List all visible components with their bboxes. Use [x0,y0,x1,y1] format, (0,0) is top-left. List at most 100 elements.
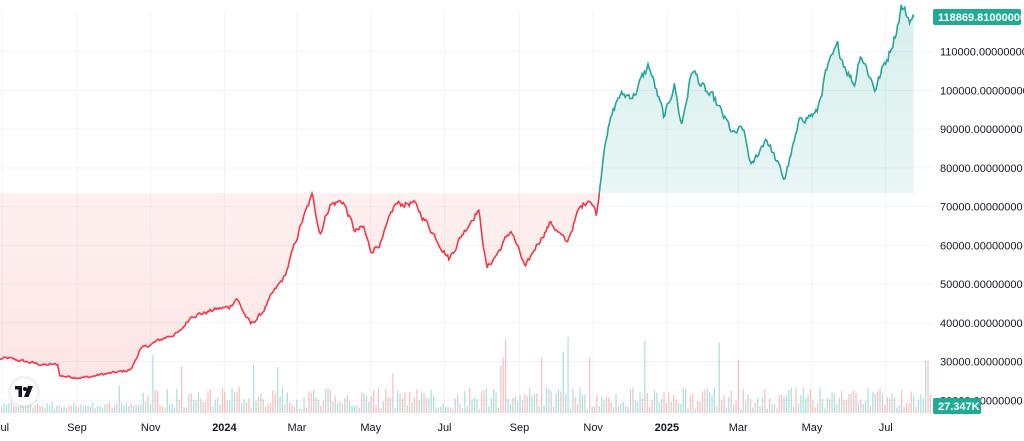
volume-bar [841,390,843,413]
volume-bar [39,406,41,413]
volume-bar [411,402,413,413]
volume-bar [248,398,250,413]
volume-bar [569,408,572,413]
volume-bar [68,406,70,413]
volume-bar [891,392,893,413]
volume-bar [178,400,180,413]
x-tick-label: Sep [67,422,87,434]
volume-bar [783,396,785,413]
volume-bar [106,404,108,413]
volume-bar [929,394,932,413]
volume-bar [584,394,586,413]
volume-bar [382,401,384,413]
volume-bar [466,406,468,413]
tradingview-logo-icon[interactable] [10,378,38,406]
volume-bar [118,385,120,413]
volume-bar [44,407,46,413]
volume-bar [807,394,809,413]
y-axis: 110000.00000000 100000.00000000 90000.0000… [940,47,1024,408]
volume-bar [459,403,461,413]
volume-bar [687,408,689,413]
volume-bar [543,405,545,413]
volume-bar [169,404,171,413]
volume-bar [413,396,416,413]
volume-bar [3,403,5,413]
volume-bar [517,401,519,413]
volume-bar [759,406,761,413]
volume-bar [697,401,699,413]
volume-bar [469,387,471,413]
volume-bar [502,357,504,413]
volume-bar [603,400,605,413]
volume-bar [610,402,612,413]
volume-bar [70,405,72,413]
volume-bar [231,387,233,413]
x-tick-label: 2025 [655,422,679,434]
volume-bar [550,391,552,413]
volume-bar [449,408,452,413]
volume-bar [65,408,68,413]
volume-bar [137,404,140,413]
price-line-above-baseline [311,4,915,194]
volume-bar [135,404,137,413]
volume-bar [190,393,192,413]
volume-bar [521,400,524,413]
volume-bar [253,364,255,413]
volume-bar [49,404,51,413]
volume-bar [265,406,267,413]
volume-bar [656,392,658,413]
volume-bar [925,360,927,413]
volume-bar [509,403,512,413]
volume-bar [125,402,128,413]
volume-bar [478,408,480,413]
volume-bar [305,407,308,413]
volume-bar [298,408,300,413]
volume-bar [243,399,245,413]
volume-bar [867,388,869,413]
volume-bar [279,396,281,413]
volume-bar [917,399,920,413]
x-tick-label: Nov [583,422,603,434]
y-tick-label: 30000.00000000 [940,357,1023,369]
volume-bar [457,394,459,413]
volume-bar [879,388,881,413]
volume-bar [661,398,663,413]
volume-bar [913,395,915,413]
volume-bar [277,367,279,413]
volume-bar [25,405,27,413]
volume-bar [245,401,248,413]
volume-bar [826,397,828,413]
volume-bar [531,396,533,413]
volume-bar [740,409,742,413]
volume-bar [769,398,771,413]
volume-bar [555,393,557,413]
volume-bar [284,404,286,413]
volume-bar [392,373,394,413]
volume-bar [94,408,96,413]
volume-bar [889,398,891,413]
volume-bar [296,399,298,413]
volume-bar [896,407,898,413]
volume-bar [632,387,634,413]
volume-bar [653,390,656,413]
volume-bar [658,402,660,413]
volume-bar [123,405,125,413]
volume-badge-bg [933,398,981,414]
y-tick-label: 110000.00000000 [940,47,1024,59]
volume-bar [843,399,845,413]
volume-bar [725,407,728,413]
volume-bar [214,399,216,413]
volume-bar [519,394,521,413]
volume-bar [37,403,39,413]
volume-bar [526,395,528,413]
volume-bar [63,406,65,413]
volume-bar [617,406,620,413]
volume-bar [337,403,339,413]
volume-bar [195,400,197,413]
volume-bar [111,408,113,413]
volume-bar [397,390,399,413]
volume-bar [773,404,776,413]
volume-bar [733,404,735,413]
